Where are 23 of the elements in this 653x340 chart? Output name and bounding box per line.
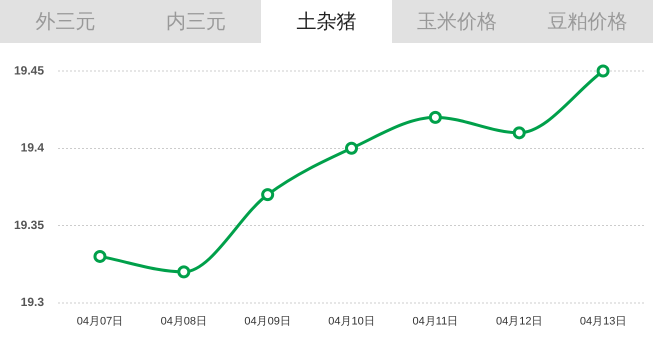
text: 外三元 [0, 0, 131, 43]
y-tick-label: 19.3 [20, 295, 44, 310]
point [596, 64, 610, 78]
x-tick-label: 04月10日 [328, 315, 375, 328]
text: 玉米价格 [392, 0, 522, 43]
point [512, 126, 526, 140]
text: 内三元 [130, 0, 262, 43]
point [345, 142, 358, 155]
x-tick-label: 04月12日 [496, 315, 542, 328]
y-tick-label: 19.4 [20, 140, 44, 155]
y-tick-label: 19.45 [14, 63, 44, 78]
x-tick-label: 04月09日 [244, 315, 291, 328]
point [428, 110, 442, 124]
point [261, 188, 274, 202]
y-tick-label: 19.35 [14, 218, 44, 232]
point [93, 250, 106, 263]
x-tick-label: 04月07日 [76, 315, 124, 328]
chart-title: 土杂猪 [261, 0, 392, 43]
x-tick-label: 04月11日 [412, 315, 458, 328]
x-tick-label: 04月13日 [580, 315, 626, 328]
point [177, 265, 190, 278]
x-tick-label: 04月08日 [160, 315, 208, 328]
text: 豆粕价格 [522, 0, 653, 43]
